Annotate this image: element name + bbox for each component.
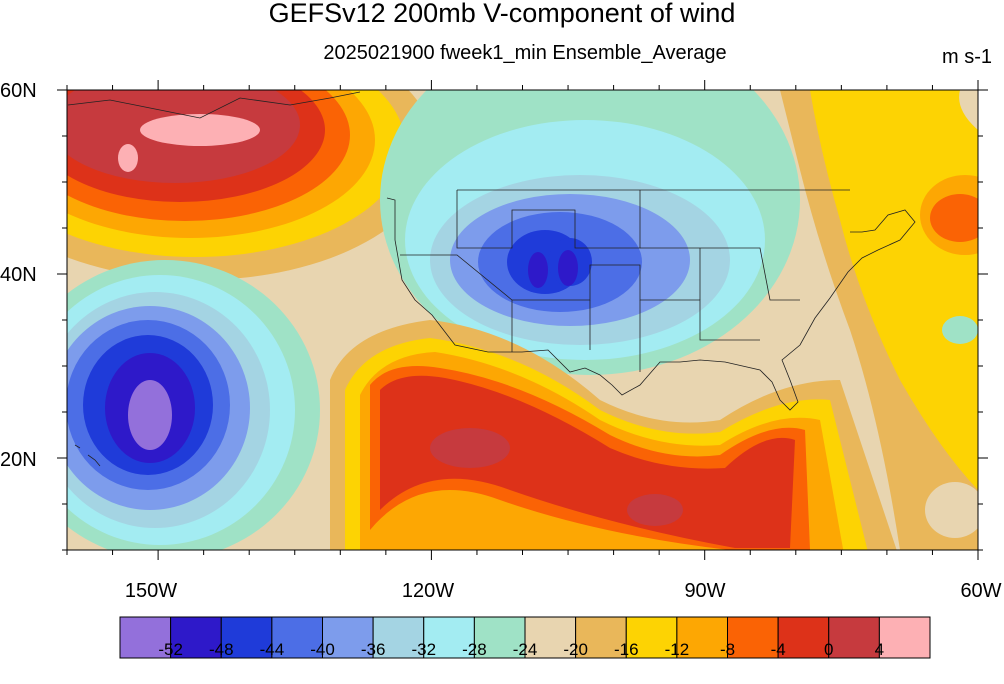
state-borders-south — [511, 300, 641, 372]
state-borders-central — [400, 254, 760, 341]
colorbar-swatch — [524, 616, 577, 659]
colorbar-level-label: -36 — [360, 640, 386, 659]
state-borders-west — [456, 190, 641, 249]
colorbar-level-label: -40 — [310, 640, 335, 659]
lon-label-150w: 150W — [124, 580, 178, 602]
colorbar-level-label: -8 — [719, 640, 736, 659]
lon-label-60w: 60W — [960, 580, 1002, 602]
colorbar-swatch — [170, 616, 222, 659]
subtropical-positive-band — [330, 320, 897, 550]
contour-field — [67, 90, 978, 550]
colorbar-level-label: -44 — [259, 640, 285, 659]
lat-label-40n: 40N — [0, 264, 37, 286]
pacific-negative-region — [67, 260, 320, 550]
alaska-coast — [67, 91, 361, 119]
colorbar-level-label: -20 — [563, 640, 588, 659]
axis-ticks — [57, 80, 988, 560]
colorbar-level-label: -32 — [411, 640, 437, 659]
units-label: m s-1 — [942, 46, 992, 68]
colorbar-swatch — [423, 616, 475, 659]
colorbar-level-label: -12 — [664, 640, 690, 659]
colorbar — [119, 616, 931, 659]
lon-label-90w: 90W — [684, 580, 726, 602]
map-title: GEFSv12 200mb V-component of wind — [268, 0, 736, 28]
hawaii-islands — [74, 444, 101, 467]
colorbar-swatch — [119, 616, 172, 659]
colorbar-swatch — [271, 616, 323, 659]
colorbar-level-label: 0 — [824, 640, 834, 659]
colorbar-level-label: -52 — [158, 640, 183, 659]
colorbar-swatch — [878, 616, 931, 659]
coastlines-and-borders — [67, 91, 916, 467]
colorbar-swatch — [777, 616, 830, 659]
lat-label-60n: 60N — [0, 80, 37, 102]
colorbar-level-label: -48 — [208, 640, 234, 659]
colorbar-level-label: -28 — [462, 640, 487, 659]
colorbar-swatch — [676, 616, 728, 659]
colorbar-level-label: -16 — [613, 640, 639, 659]
colorbar-level-label: -24 — [512, 640, 538, 659]
colorbar-swatch — [828, 616, 880, 659]
atlantic-positive-region — [780, 90, 978, 550]
lon-label-120w: 120W — [401, 580, 455, 602]
colorbar-swatch — [372, 616, 425, 659]
colorbar-level-label: 4 — [874, 640, 885, 659]
colorbar-swatch — [473, 616, 526, 659]
us-outline — [386, 197, 916, 411]
colorbar-swatch — [322, 616, 374, 659]
state-borders-east — [640, 247, 800, 301]
lat-label-20n: 20N — [0, 449, 37, 471]
ne-pacific-positive-region — [67, 90, 435, 280]
colorbar-level-label: -4 — [770, 640, 786, 659]
colorbar-swatch — [220, 616, 273, 659]
colorbar-swatch — [727, 616, 779, 659]
colorbar-swatch — [575, 616, 627, 659]
map-subtitle: 2025021900 fweek1_min Ensemble_Average — [323, 42, 727, 64]
